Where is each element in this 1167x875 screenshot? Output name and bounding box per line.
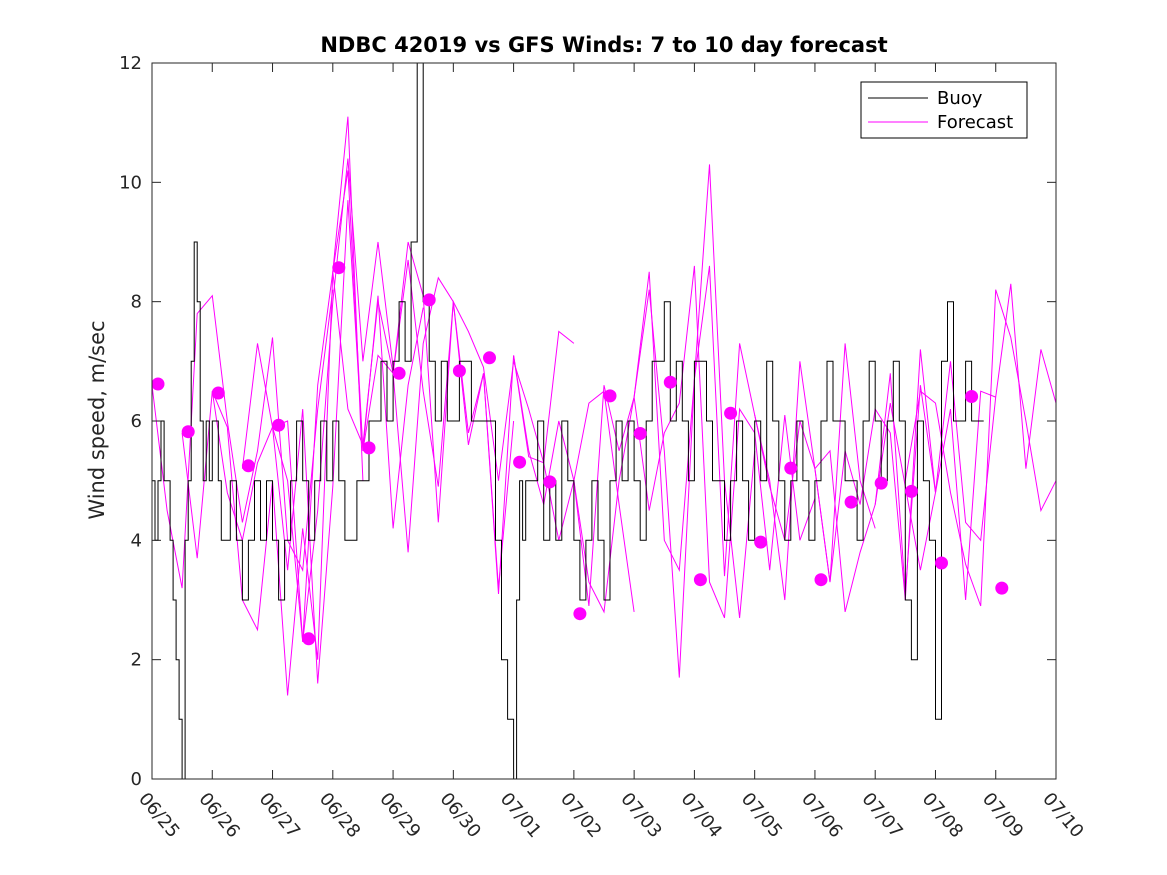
y-tick-label-3: 6 xyxy=(131,411,142,432)
forecast-marker-8 xyxy=(392,366,406,380)
forecast-marker-12 xyxy=(513,455,527,469)
forecast-marker-11 xyxy=(483,351,496,365)
forecast-marker-13 xyxy=(543,475,557,489)
forecast-marker-4 xyxy=(272,418,286,432)
legend-label-buoy: Buoy xyxy=(937,88,983,109)
forecast-marker-20 xyxy=(754,535,768,549)
chart-title: NDBC 42019 vs GFS Winds: 7 to 10 day for… xyxy=(320,33,887,57)
forecast-marker-15 xyxy=(603,389,617,403)
forecast-marker-22 xyxy=(814,573,828,587)
forecast-run-15 xyxy=(904,289,1056,607)
forecast-run-10 xyxy=(633,265,816,619)
forecast-marker-16 xyxy=(633,427,647,440)
legend-box xyxy=(860,81,1028,139)
legend-label-forecast: Forecast xyxy=(937,112,1013,133)
forecast-marker-1 xyxy=(181,425,195,439)
forecast-marker-24 xyxy=(874,476,888,490)
y-tick-label-2: 4 xyxy=(131,530,142,551)
forecast-marker-18 xyxy=(693,573,707,587)
buoy-series-line xyxy=(152,63,984,779)
forecast-marker-3 xyxy=(241,459,255,473)
forecast-marker-26 xyxy=(935,556,948,570)
forecast-marker-14 xyxy=(573,607,587,621)
y-axis-label: Wind speed, m/sec xyxy=(85,320,109,519)
forecast-marker-27 xyxy=(965,390,979,403)
legend: Buoy Forecast xyxy=(860,81,1028,139)
y-tick-label-5: 10 xyxy=(119,172,142,193)
forecast-marker-17 xyxy=(663,375,677,389)
forecast-marker-2 xyxy=(211,386,225,400)
forecast-run-11 xyxy=(693,265,876,601)
forecast-marker-10 xyxy=(452,364,466,378)
forecast-marker-23 xyxy=(844,495,858,509)
forecast-marker-21 xyxy=(784,461,798,475)
forecast-marker-25 xyxy=(904,484,918,498)
y-tick-label-1: 2 xyxy=(131,650,142,671)
forecast-marker-9 xyxy=(422,293,436,307)
y-tick-label-6: 12 xyxy=(119,53,142,74)
forecast-marker-28 xyxy=(995,581,1009,595)
forecast-run-0 xyxy=(152,289,334,589)
y-tick-label-0: 0 xyxy=(131,769,142,790)
forecast-marker-0 xyxy=(152,377,165,391)
y-tick-label-4: 8 xyxy=(131,292,142,313)
forecast-marker-7 xyxy=(362,441,376,455)
plot-area xyxy=(152,63,1056,779)
forecast-marker-6 xyxy=(332,261,346,275)
forecast-marker-5 xyxy=(302,632,316,646)
forecast-marker-19 xyxy=(724,406,738,420)
